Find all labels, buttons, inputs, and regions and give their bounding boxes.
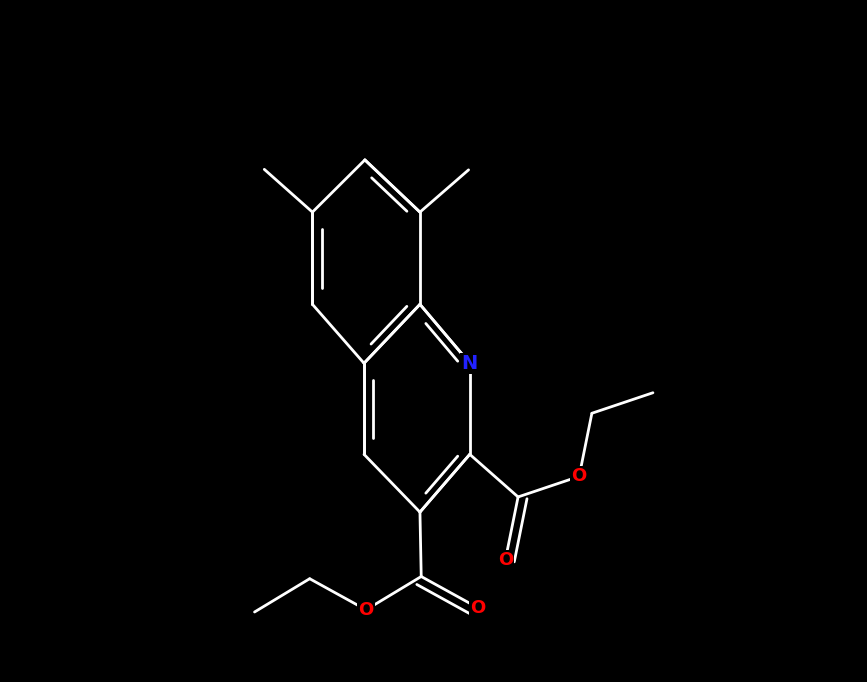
- Text: O: O: [571, 467, 587, 486]
- Text: O: O: [358, 601, 374, 619]
- Text: N: N: [461, 354, 478, 373]
- Text: O: O: [470, 599, 486, 617]
- Text: O: O: [498, 551, 513, 569]
